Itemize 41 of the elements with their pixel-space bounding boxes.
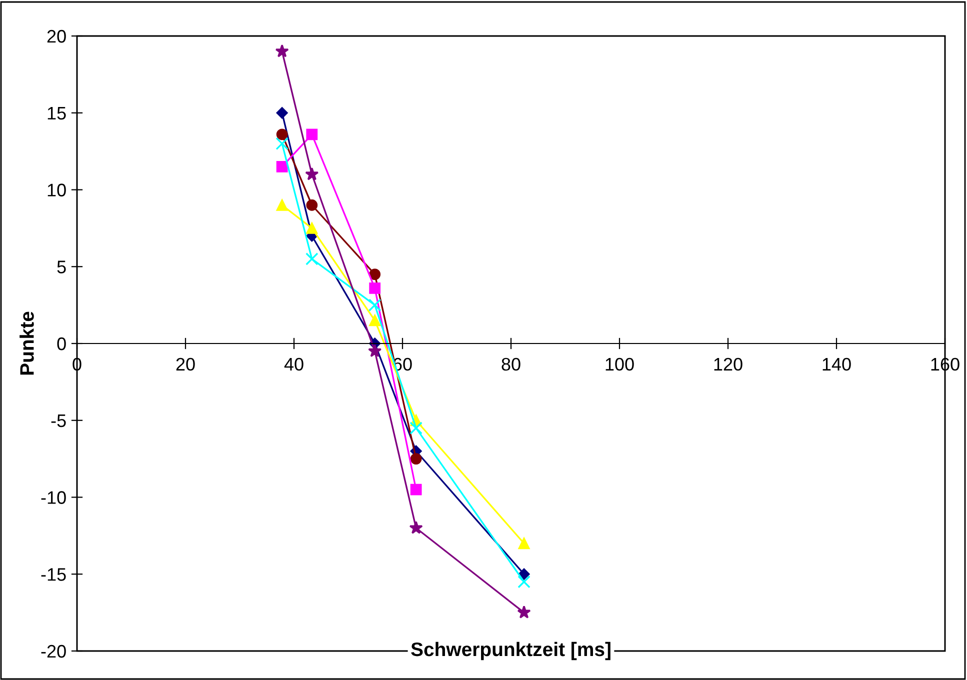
point: [276, 107, 288, 119]
x-tick-label: 80: [502, 358, 520, 371]
y-axis-title: Punkte: [20, 312, 34, 375]
point: [276, 137, 288, 150]
y-tick-label: 10: [48, 184, 66, 196]
y-tick-label: 0: [57, 337, 66, 350]
y-tick-label: 20: [47, 30, 66, 43]
point: [369, 268, 381, 280]
point: [306, 199, 318, 211]
point: [306, 128, 318, 140]
point: [305, 167, 319, 180]
point: [276, 160, 288, 172]
point: [306, 222, 318, 234]
point: [517, 605, 531, 618]
point: [369, 282, 381, 294]
point: [368, 344, 382, 358]
point: [518, 538, 530, 550]
y-tick-label: 5: [57, 260, 66, 274]
point: [368, 298, 382, 312]
point: [276, 199, 288, 211]
point: [369, 314, 381, 326]
x-tick-label: 20: [176, 358, 195, 371]
y-tick-label: -5: [51, 414, 66, 428]
x-tick-label: 40: [284, 358, 304, 371]
x-tick-label: 120: [714, 358, 742, 371]
point: [275, 44, 289, 58]
y-tick-label: 15: [48, 106, 66, 120]
y-tick-label: -15: [41, 568, 66, 581]
point: [410, 422, 422, 434]
point: [276, 128, 288, 140]
point: [410, 484, 422, 496]
x-tick-label: 140: [822, 358, 851, 371]
point: [306, 252, 318, 266]
point: [409, 520, 423, 534]
y-tick-label: -20: [41, 644, 66, 658]
x-axis-title: Schwerpunktzeit [ms]: [411, 642, 610, 660]
y-tick-label: -10: [41, 491, 66, 504]
point: [518, 568, 530, 580]
point: [518, 575, 530, 588]
point: [410, 453, 422, 465]
x-tick-label: 100: [606, 358, 634, 371]
